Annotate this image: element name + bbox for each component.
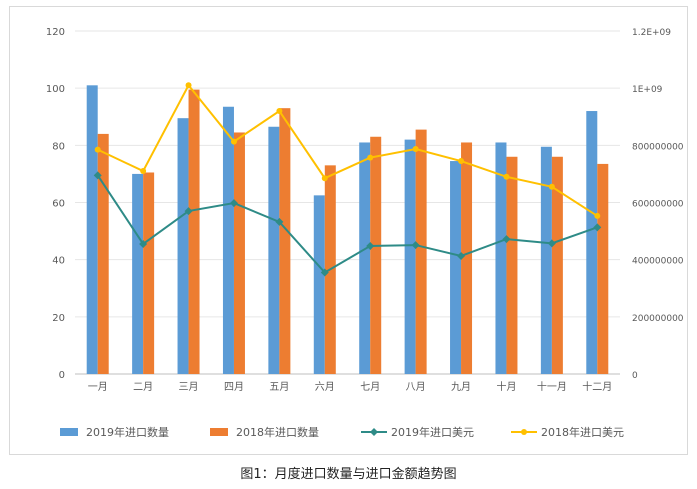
x-tick-label: 九月	[451, 381, 471, 393]
data-point	[412, 146, 419, 153]
data-point	[503, 173, 510, 180]
data-point	[275, 217, 284, 226]
bar	[370, 136, 382, 374]
x-tick-label: 一月	[88, 381, 108, 393]
y-tick-label-right: 600000000	[632, 200, 684, 210]
bar	[495, 142, 507, 374]
legend-label: 2018年进口数量	[236, 425, 319, 439]
bar	[188, 89, 200, 375]
series-line	[96, 174, 598, 274]
bar	[222, 106, 234, 374]
chart-svg: 0 20 40 60 80 100 120 0 200000000 400000000 600000…	[46, 27, 684, 439]
x-tick-label: 七月	[360, 381, 380, 393]
bar	[97, 133, 109, 374]
x-tick-label: 十一月	[537, 380, 567, 393]
x-tick-label: 十月	[496, 380, 516, 393]
legend-label: 2019年进口数量	[86, 425, 169, 439]
data-point	[548, 183, 555, 190]
bar	[268, 126, 280, 374]
data-point	[547, 239, 556, 248]
data-point	[229, 199, 238, 208]
x-tick-label: 二月	[133, 381, 153, 393]
y-tick-label-left: 40	[52, 256, 65, 267]
bar	[540, 146, 552, 374]
data-point	[140, 168, 147, 175]
bar	[461, 142, 473, 374]
data-point	[94, 146, 101, 153]
data-point	[139, 239, 148, 248]
y-tick-label-right: 0	[632, 371, 638, 381]
y-tick-label-left: 60	[52, 199, 65, 210]
data-point	[184, 207, 193, 216]
y-tick-label-right: 400000000	[632, 257, 684, 267]
data-point	[593, 223, 602, 232]
data-point	[185, 82, 192, 89]
data-point	[594, 212, 601, 219]
bar	[233, 132, 245, 374]
bar	[132, 173, 144, 374]
data-point	[320, 268, 329, 277]
bar	[143, 172, 155, 374]
legend-marker	[521, 429, 527, 435]
bar	[313, 195, 325, 374]
data-point	[411, 241, 420, 250]
bar	[597, 163, 609, 374]
bar	[506, 156, 518, 374]
x-tick-label: 八月	[406, 381, 426, 393]
y-tick-label-left: 0	[59, 370, 65, 381]
y-tick-label-left: 100	[46, 84, 65, 95]
data-point	[321, 175, 328, 182]
y-tick-label-left: 20	[52, 313, 65, 324]
bar	[586, 111, 598, 375]
data-point	[367, 154, 374, 161]
x-tick-label: 六月	[315, 381, 335, 393]
y-tick-label-right: 1E+09	[632, 85, 663, 95]
data-point	[366, 241, 375, 250]
data-point	[458, 158, 465, 165]
series-line	[97, 83, 598, 217]
bar	[359, 142, 371, 374]
x-tick-label: 十二月	[582, 380, 612, 393]
bar	[450, 161, 462, 374]
x-tick-label: 四月	[224, 381, 244, 393]
legend-label: 2018年进口美元	[541, 425, 624, 439]
legend-swatch	[210, 428, 228, 436]
legend-swatch	[60, 428, 78, 436]
y-tick-label-right: 1.2E+09	[632, 28, 671, 38]
bar	[177, 118, 189, 374]
data-point	[276, 108, 283, 115]
x-tick-label: 五月	[269, 381, 289, 393]
bar	[86, 85, 98, 374]
y-tick-label-right: 800000000	[632, 142, 684, 152]
y-tick-label-right: 200000000	[632, 314, 684, 324]
data-point	[502, 235, 511, 244]
x-tick-label: 三月	[179, 381, 199, 393]
data-point	[93, 171, 102, 180]
legend-marker	[370, 428, 378, 436]
y-tick-label-left: 120	[46, 27, 65, 38]
bar	[551, 156, 563, 374]
bar	[404, 139, 416, 374]
chart-frame: 0 20 40 60 80 100 120 0 200000000 400000000 600000…	[9, 6, 688, 455]
data-point	[230, 138, 237, 145]
bar	[415, 129, 427, 374]
figure-caption: 图1：月度进口数量与进口金额趋势图	[240, 467, 457, 482]
bar	[279, 108, 291, 375]
y-tick-label-left: 80	[52, 141, 65, 152]
legend-label: 2019年进口美元	[391, 425, 474, 439]
data-point	[457, 251, 466, 260]
